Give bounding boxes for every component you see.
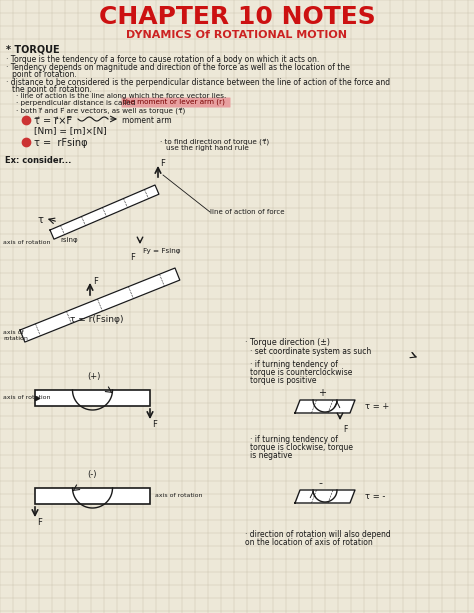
Text: τ⃗ = r⃗×F⃗: τ⃗ = r⃗×F⃗ xyxy=(34,116,72,126)
Polygon shape xyxy=(50,185,159,239)
Text: · Torque is the tendency of a force to cause rotation of a body on which it acts: · Torque is the tendency of a force to c… xyxy=(6,55,319,64)
Text: · perpendicular distance is called: · perpendicular distance is called xyxy=(16,100,138,106)
Text: F: F xyxy=(343,425,347,434)
Text: · if turning tendency of: · if turning tendency of xyxy=(250,360,338,369)
Text: F: F xyxy=(152,420,157,429)
Text: · set coordinate system as such: · set coordinate system as such xyxy=(250,347,371,356)
Polygon shape xyxy=(20,268,180,342)
Text: (+): (+) xyxy=(88,372,101,381)
Text: the moment or lever arm (r): the moment or lever arm (r) xyxy=(123,99,225,105)
Text: (-): (-) xyxy=(88,470,97,479)
Bar xyxy=(35,390,150,406)
Text: is negative: is negative xyxy=(250,451,292,460)
Text: · to find direction of torque (τ⃗): · to find direction of torque (τ⃗) xyxy=(160,138,269,145)
Text: · if turning tendency of: · if turning tendency of xyxy=(250,435,338,444)
Text: torque is clockwise, torque: torque is clockwise, torque xyxy=(250,443,353,452)
Text: CHAPTER 10 NOTES: CHAPTER 10 NOTES xyxy=(99,5,375,29)
Text: point of rotation.: point of rotation. xyxy=(12,70,77,79)
Text: on the location of axis of rotation: on the location of axis of rotation xyxy=(245,538,373,547)
Text: axis of rotation: axis of rotation xyxy=(3,240,51,245)
Text: DYNAMICS Of ROTATIONAL MOTION: DYNAMICS Of ROTATIONAL MOTION xyxy=(127,30,347,40)
Text: use the right hand rule: use the right hand rule xyxy=(166,145,249,151)
Text: rsinφ: rsinφ xyxy=(60,237,78,243)
Text: torque is positive: torque is positive xyxy=(250,376,317,385)
Polygon shape xyxy=(295,400,355,413)
Text: τ =  rFsinφ: τ = rFsinφ xyxy=(34,138,88,148)
Text: +: + xyxy=(318,388,326,398)
Text: τ: τ xyxy=(38,215,44,225)
Text: * TORQUE: * TORQUE xyxy=(6,45,60,55)
Text: τ = +: τ = + xyxy=(365,402,389,411)
Text: line of action of force: line of action of force xyxy=(210,209,284,215)
Text: [Nm] = [m]×[N]: [Nm] = [m]×[N] xyxy=(34,126,107,135)
Text: F: F xyxy=(93,277,98,286)
Text: axis of rotation: axis of rotation xyxy=(3,395,51,400)
Text: the point of rotation.: the point of rotation. xyxy=(12,85,92,94)
Text: moment arm: moment arm xyxy=(122,116,172,125)
Text: τ = r(Fsinφ): τ = r(Fsinφ) xyxy=(70,315,124,324)
Text: τ = -: τ = - xyxy=(365,492,385,501)
Text: torque is counterclockwise: torque is counterclockwise xyxy=(250,368,352,377)
FancyBboxPatch shape xyxy=(121,97,230,107)
Text: · Torque direction (±): · Torque direction (±) xyxy=(245,338,330,347)
Bar xyxy=(35,488,150,504)
Text: Fy = Fsinφ: Fy = Fsinφ xyxy=(143,248,181,254)
Text: · line of action is the line along which the force vector lies.: · line of action is the line along which… xyxy=(16,93,226,99)
Text: F: F xyxy=(160,159,165,168)
Text: · both r⃗ and F⃗ are vectors, as well as torque (τ⃗): · both r⃗ and F⃗ are vectors, as well as… xyxy=(16,107,185,114)
Text: -: - xyxy=(318,478,322,488)
Polygon shape xyxy=(295,490,355,503)
Text: · distance to be considered is the perpendicular distance between the line of ac: · distance to be considered is the perpe… xyxy=(6,78,390,87)
Text: · direction of rotation will also depend: · direction of rotation will also depend xyxy=(245,530,391,539)
Text: F: F xyxy=(130,253,135,262)
Text: Ex: consider...: Ex: consider... xyxy=(5,156,72,165)
Text: axis of
rotation: axis of rotation xyxy=(3,330,28,341)
Text: axis of rotation: axis of rotation xyxy=(155,493,202,498)
Text: F: F xyxy=(37,518,42,527)
Text: · Tendency depends on magnitude and direction of the force as well as the locati: · Tendency depends on magnitude and dire… xyxy=(6,63,350,72)
